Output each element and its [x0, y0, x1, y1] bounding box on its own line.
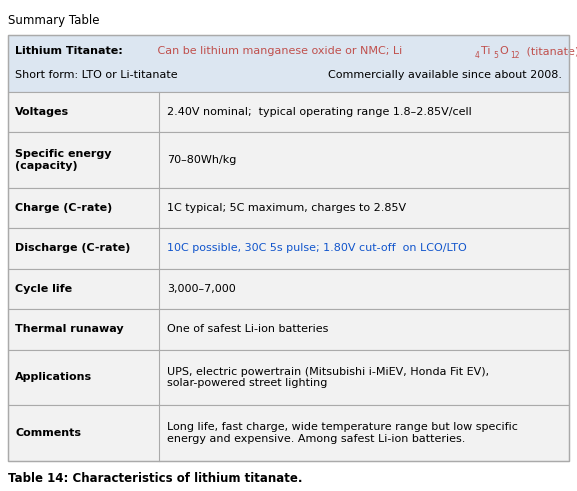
Text: Long life, fast charge, wide temperature range but low specific
energy and expen: Long life, fast charge, wide temperature… — [167, 422, 518, 444]
Bar — [8, 269, 569, 309]
Text: Summary Table: Summary Table — [8, 14, 100, 27]
Text: Commercially available since about 2008.: Commercially available since about 2008. — [328, 70, 562, 80]
Text: 3,000–7,000: 3,000–7,000 — [167, 284, 236, 294]
Text: Cycle life: Cycle life — [15, 284, 72, 294]
Text: 10C possible, 30C 5s pulse; 1.80V cut-off  on LCO/LTO: 10C possible, 30C 5s pulse; 1.80V cut-of… — [167, 244, 467, 253]
Text: Comments: Comments — [15, 428, 81, 438]
Text: O: O — [499, 46, 508, 56]
Text: Charge (C-rate): Charge (C-rate) — [15, 203, 113, 213]
Text: Voltages: Voltages — [15, 107, 69, 117]
Bar — [8, 309, 569, 350]
Text: 5: 5 — [493, 51, 498, 60]
Text: Lithium Titanate:: Lithium Titanate: — [15, 46, 123, 56]
Bar — [8, 228, 569, 269]
Text: Discharge (C-rate): Discharge (C-rate) — [15, 244, 130, 253]
Bar — [8, 188, 569, 228]
Text: 1C typical; 5C maximum, charges to 2.85V: 1C typical; 5C maximum, charges to 2.85V — [167, 203, 406, 213]
Text: 4: 4 — [474, 51, 479, 60]
Text: UPS, electric powertrain (Mitsubishi i-MiEV, Honda Fit EV),
solar-powered street: UPS, electric powertrain (Mitsubishi i-M… — [167, 367, 489, 388]
Text: Short form: LTO or Li-titanate: Short form: LTO or Li-titanate — [15, 70, 178, 80]
Text: Specific energy
(capacity): Specific energy (capacity) — [15, 149, 111, 171]
Bar — [8, 405, 569, 461]
Text: 12: 12 — [511, 51, 520, 60]
Text: Ti: Ti — [481, 46, 490, 56]
Text: Table 14: Characteristics of lithium titanate.: Table 14: Characteristics of lithium tit… — [8, 472, 302, 485]
Bar — [8, 350, 569, 405]
Text: 2.40V nominal;  typical operating range 1.8–2.85V/cell: 2.40V nominal; typical operating range 1… — [167, 107, 472, 117]
Bar — [8, 35, 569, 92]
Bar — [8, 35, 569, 461]
Text: Applications: Applications — [15, 372, 92, 382]
Text: (titanate) anode: (titanate) anode — [523, 46, 577, 56]
Text: Can be lithium manganese oxide or NMC; Li: Can be lithium manganese oxide or NMC; L… — [154, 46, 402, 56]
Text: One of safest Li-ion batteries: One of safest Li-ion batteries — [167, 325, 329, 334]
Bar — [8, 92, 569, 132]
Text: Thermal runaway: Thermal runaway — [15, 325, 123, 334]
Bar — [8, 132, 569, 188]
Text: 70–80Wh/kg: 70–80Wh/kg — [167, 155, 237, 165]
